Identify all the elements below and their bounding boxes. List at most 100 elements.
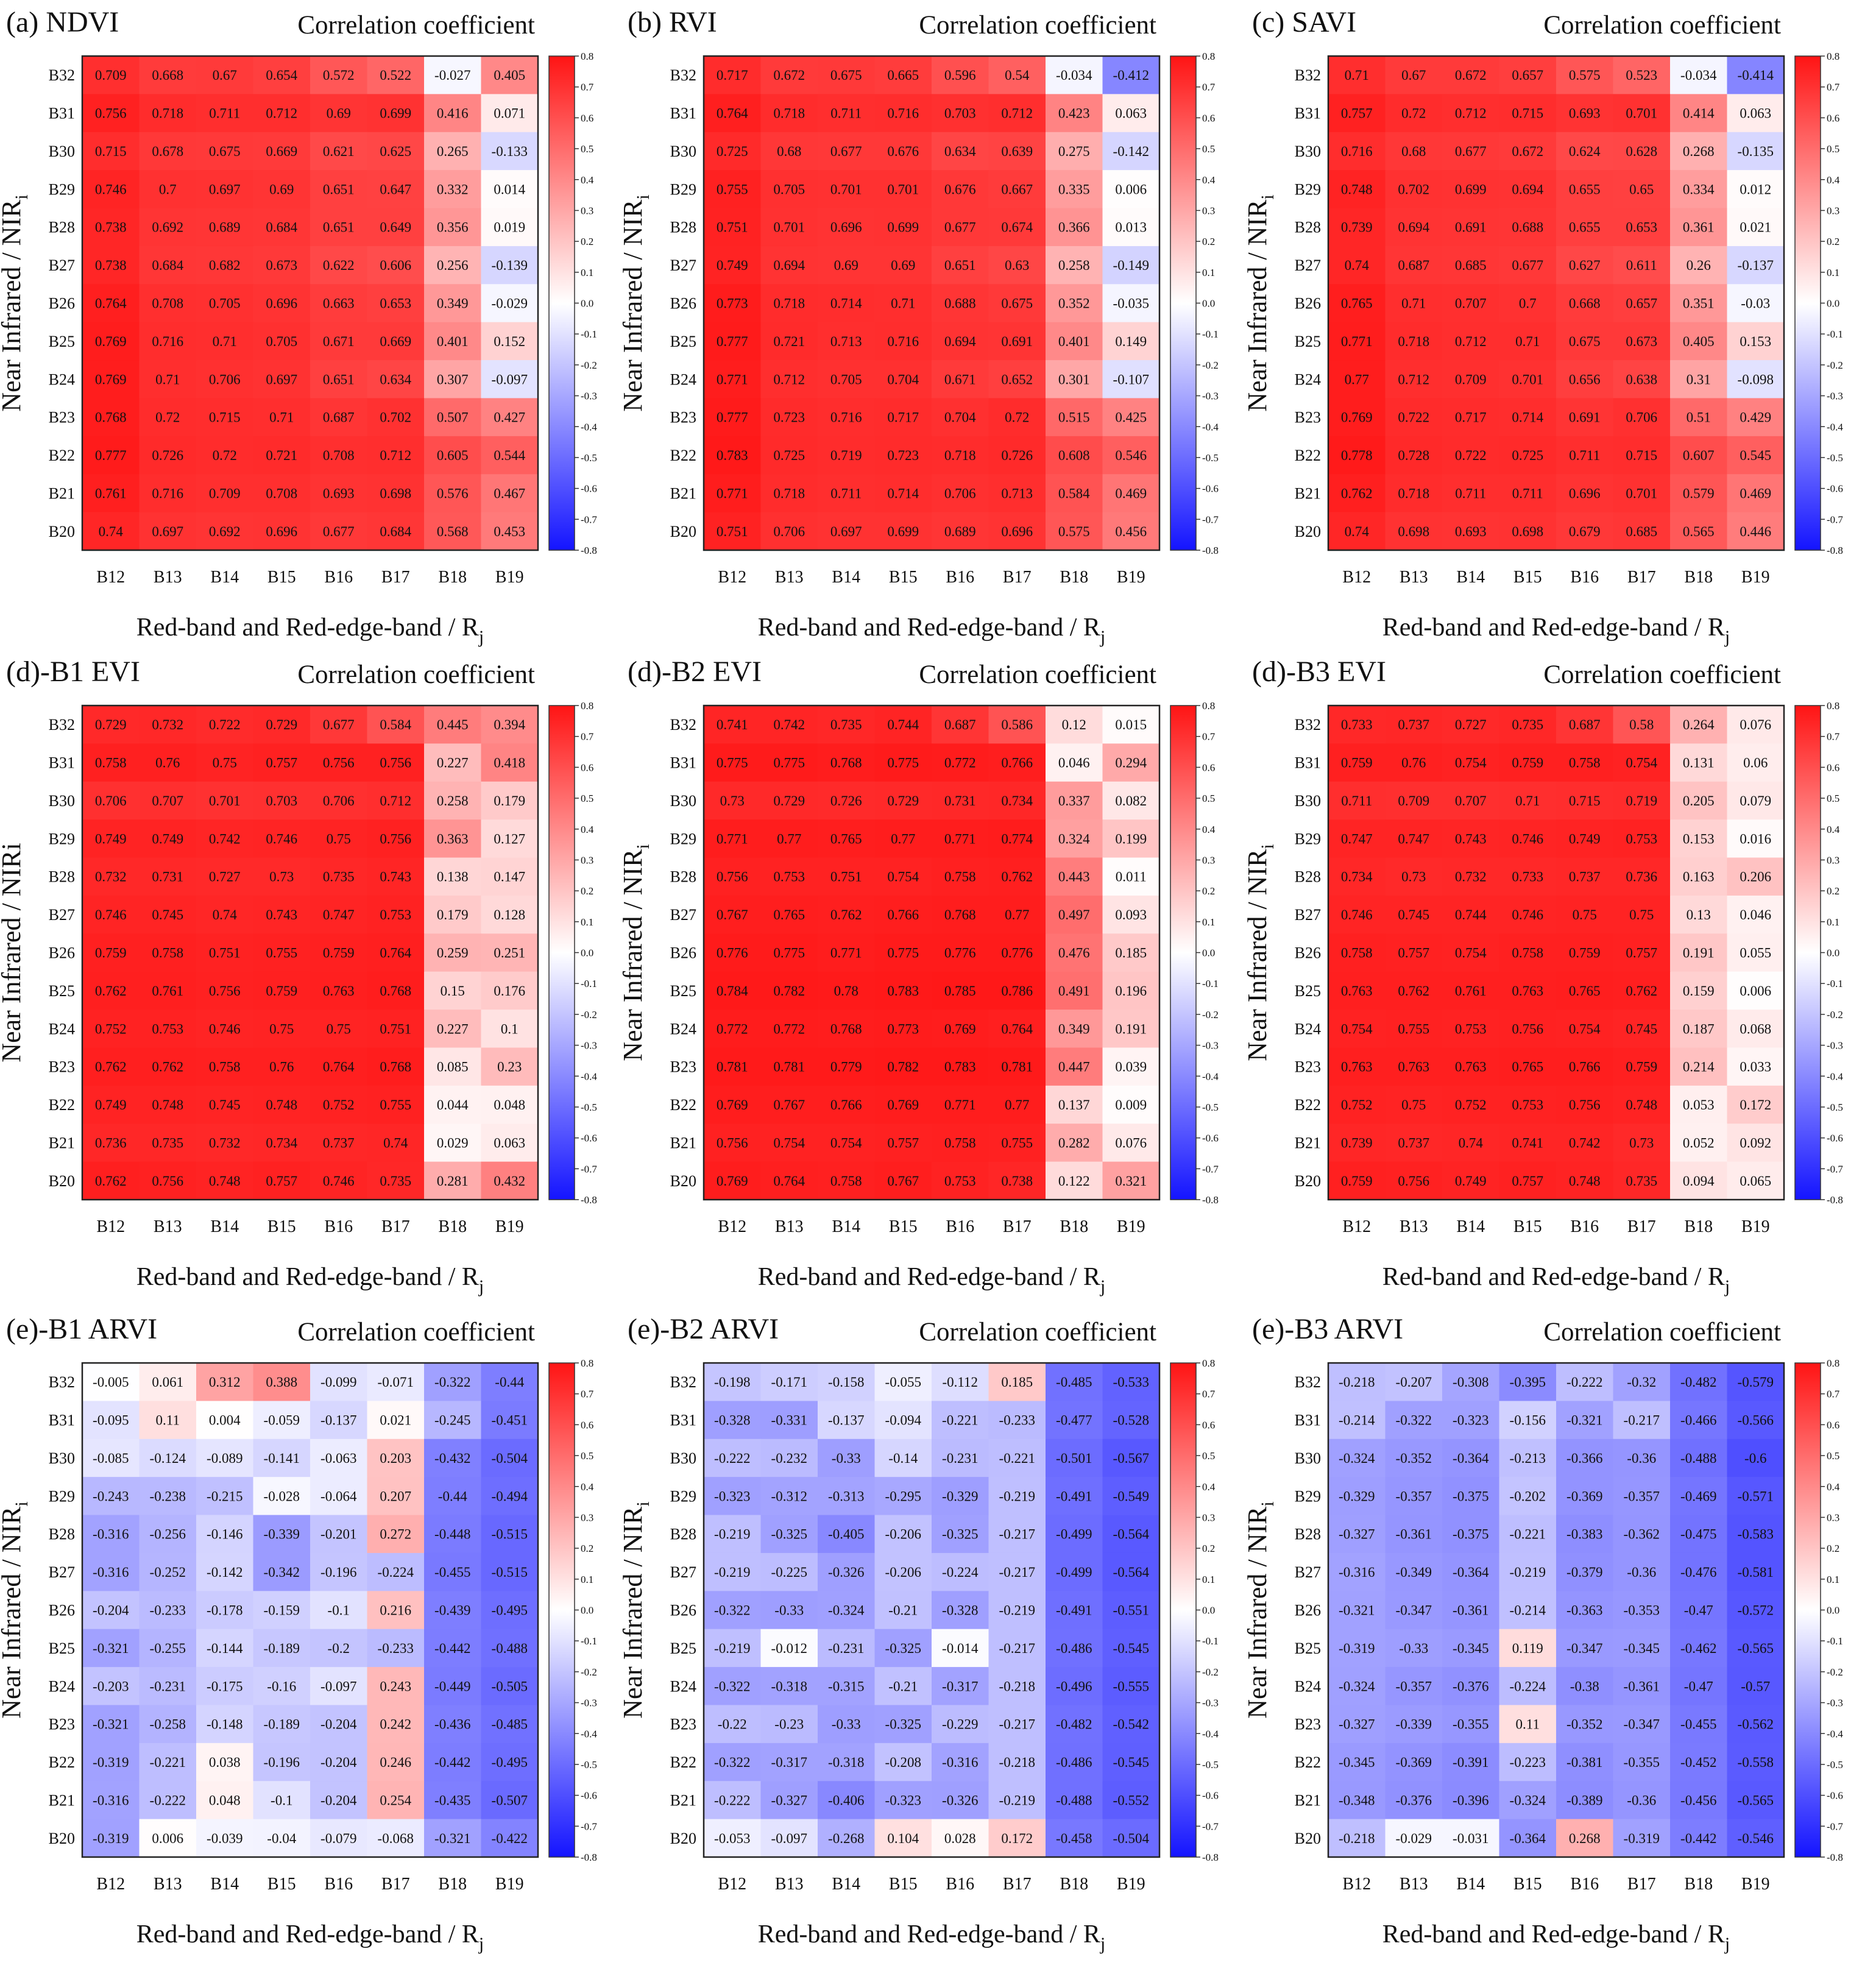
heatmap-cell [704,56,762,94]
colorbar-tick-label: 0.8 [1202,700,1215,712]
cell-value-label: 0.766 [1569,1060,1601,1075]
heatmap-cell [1046,208,1103,247]
cell-value-label: 0.754 [887,869,919,885]
cell-value-label: 0.751 [830,869,862,885]
cell-value-label: 0.256 [437,258,469,273]
heatmap-cell [760,1401,818,1440]
colorbar-tick-label: 0.4 [581,824,594,835]
heatmap-cell [1613,1629,1671,1668]
cell-value-label: 0.703 [266,793,297,809]
heatmap-cell [988,895,1046,934]
cell-value-label: 0.755 [380,1097,411,1113]
cell-value-label: 0.656 [1569,372,1601,387]
heatmap-cell [1727,971,1785,1010]
cell-value-label: -0.099 [320,1375,356,1390]
cell-value-label: 0.746 [1512,831,1543,846]
heatmap-cell [424,781,482,820]
heatmap-cell [196,1629,254,1668]
colorbar-tick-label: 0.1 [581,1574,593,1585]
cell-value-label: -0.219 [999,1603,1035,1618]
heatmap-cell [1499,94,1557,133]
y-tick-label: B28 [1295,868,1321,886]
heatmap-cell [1670,1781,1728,1820]
cell-value-label: -0.389 [1566,1792,1602,1808]
cell-value-label: -0.112 [942,1375,978,1390]
cell-value-label: 0.028 [944,1831,976,1846]
heatmap-cell [1442,246,1500,285]
cell-value-label: -0.6 [1744,1451,1766,1466]
heatmap-cell [1385,1124,1443,1162]
colorbar-tick-label: 0.4 [581,1481,594,1493]
heatmap-cell [1499,436,1557,475]
cell-value-label: -0.308 [1453,1375,1488,1390]
heatmap-cell [82,781,140,820]
cell-value-label: -0.137 [1738,258,1774,273]
heatmap-cell [1556,1819,1614,1858]
heatmap-cell [1328,1819,1386,1858]
heatmap-cell [367,1629,425,1668]
cell-value-label: 0.712 [1398,372,1429,387]
cell-value-label: 0.783 [944,1060,976,1075]
heatmap-cell [1102,94,1160,133]
y-tick-label: B24 [670,1677,696,1695]
cell-value-label: -0.316 [93,1565,129,1580]
heatmap-cell [1499,1591,1557,1630]
heatmap-cell [1328,743,1386,782]
heatmap-cell [932,1591,989,1630]
cell-value-label: 0.757 [1398,946,1429,961]
cell-value-label: -0.321 [1339,1603,1375,1618]
cell-value-label: -0.316 [1339,1565,1375,1580]
cell-value-label: 0.179 [437,907,469,922]
y-tick-label: B32 [49,716,75,734]
cell-value-label: 0.706 [773,524,805,539]
cell-value-label: 0.301 [1058,372,1090,387]
colorbar-tick-label: 0.8 [1827,51,1839,62]
cell-value-label: -0.345 [1339,1755,1375,1770]
cell-value-label: 0.54 [1005,68,1030,83]
heatmap-cell [310,1161,368,1200]
cell-value-label: 0.699 [1455,182,1487,197]
heatmap-cell [196,857,254,896]
heatmap-cell [988,1438,1046,1477]
heatmap-cell [988,971,1046,1010]
x-axis-label: Red-band and Red-edge-band / Rj [136,1920,484,1954]
colorbar-tick-label: 0.6 [581,762,593,773]
heatmap-cell [1556,1085,1614,1124]
heatmap-cell [1613,512,1671,551]
cell-value-label: 0.726 [830,793,862,809]
heatmap-cell [1046,436,1103,475]
cell-value-label: 0.717 [717,68,748,83]
heatmap-cell [874,1781,932,1820]
heatmap-cell [1613,743,1671,782]
cell-value-label: 0.721 [266,448,297,463]
cell-value-label: 0.763 [1398,1060,1429,1075]
cell-value-label: -0.571 [1738,1488,1774,1504]
cell-value-label: 0.476 [1058,946,1090,961]
cell-value-label: -0.159 [264,1603,300,1618]
cell-value-label: 0.756 [95,106,127,121]
panel-e-b2: -0.198 -0.171 -0.158 -0.055 -0.112 0.185 -0.48… [618,1313,1219,1954]
heatmap-cell [82,933,140,972]
heatmap-cell [196,933,254,972]
heatmap-cell [704,1819,762,1858]
cell-value-label: -0.146 [207,1527,242,1542]
heatmap-cell [1613,1124,1671,1162]
heatmap-cell [310,284,368,323]
heatmap-cell [932,360,989,399]
x-tick-label: B16 [324,1875,353,1894]
heatmap-cell [1102,819,1160,858]
panel-title: (d)-B3 EVI [1252,656,1386,688]
heatmap-cell [1556,857,1614,896]
cell-value-label: 0.758 [1341,946,1373,961]
heatmap-cell [1499,1552,1557,1591]
heatmap-cell [196,706,254,744]
heatmap-cell [704,170,762,209]
y-tick-label: B25 [49,333,75,350]
cell-value-label: 0.782 [887,1060,919,1075]
cell-value-label: 0.769 [95,334,127,349]
heatmap-cell [704,360,762,399]
heatmap-cell [1385,1085,1443,1124]
cell-value-label: 0.687 [1398,258,1429,273]
y-tick-label: B20 [670,1172,696,1190]
heatmap-cell [196,1819,254,1858]
